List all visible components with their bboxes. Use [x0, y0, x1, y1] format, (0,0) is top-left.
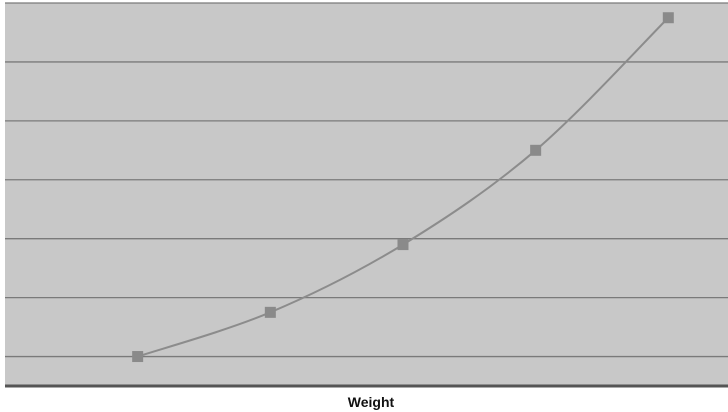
data-points — [132, 12, 674, 363]
plot-area — [5, 3, 728, 386]
data-point-5 — [662, 12, 674, 24]
data-point-2 — [264, 306, 276, 318]
data-point-4 — [530, 144, 542, 156]
data-point-3 — [397, 239, 409, 251]
x-axis-label: Weight — [348, 394, 395, 410]
gridlines — [5, 2, 728, 358]
data-point-1 — [132, 351, 144, 363]
